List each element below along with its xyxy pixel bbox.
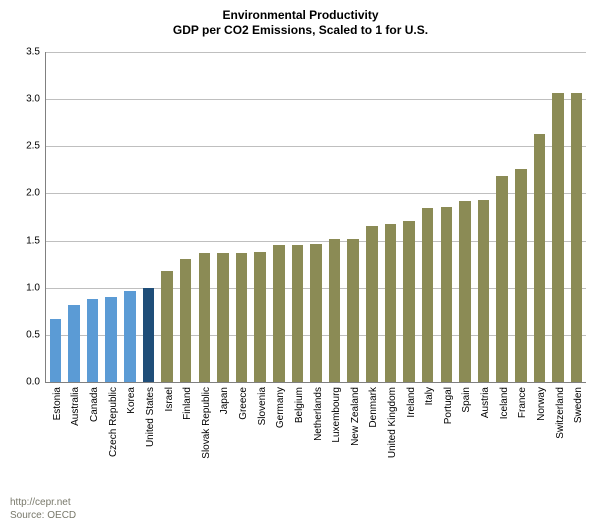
x-tick-label: United Kingdom — [387, 387, 398, 458]
bar — [571, 93, 583, 382]
bar — [50, 319, 62, 382]
title-line-1: Environmental Productivity — [0, 8, 601, 23]
x-tick-label: Greece — [238, 387, 249, 420]
bar — [273, 245, 285, 382]
x-tick-label: Portugal — [443, 387, 454, 424]
bar — [422, 208, 434, 382]
y-tick-label: 3.0 — [26, 94, 46, 105]
x-tick-label: Spain — [461, 387, 472, 413]
x-tick-label: Japan — [219, 387, 230, 414]
x-tick-label: Slovak Republic — [201, 387, 212, 459]
bar — [534, 134, 546, 382]
bar — [217, 253, 229, 382]
y-tick-label: 1.0 — [26, 282, 46, 293]
gridline — [46, 146, 586, 147]
x-tick-label: Sweden — [573, 387, 584, 423]
chart-footer: http://cepr.net Source: OECD — [10, 496, 76, 522]
x-tick-label: Denmark — [368, 387, 379, 428]
x-tick-label: New Zealand — [350, 387, 361, 446]
x-tick-label: Australia — [70, 387, 81, 426]
bar — [68, 305, 80, 382]
bar — [236, 253, 248, 382]
x-tick-label: Estonia — [52, 387, 63, 420]
y-tick-label: 2.0 — [26, 188, 46, 199]
x-tick-label: Canada — [89, 387, 100, 422]
bar — [310, 244, 322, 382]
bar — [347, 239, 359, 382]
bar — [478, 200, 490, 382]
y-tick-label: 0.5 — [26, 329, 46, 340]
y-tick-label: 3.5 — [26, 47, 46, 58]
footer-link: http://cepr.net — [10, 496, 76, 509]
bar — [87, 299, 99, 382]
x-tick-label: Czech Republic — [108, 387, 119, 457]
x-tick-label: Luxembourg — [331, 387, 342, 443]
x-tick-label: Slovenia — [257, 387, 268, 425]
x-tick-label: Switzerland — [555, 387, 566, 439]
bar — [552, 93, 564, 382]
bar — [366, 226, 378, 383]
bar — [143, 288, 155, 382]
bar — [254, 252, 266, 382]
y-tick-label: 2.5 — [26, 141, 46, 152]
x-tick-label: United States — [145, 387, 156, 447]
bar — [124, 291, 136, 382]
x-tick-label: Korea — [126, 387, 137, 414]
bar — [329, 239, 341, 382]
bar — [515, 169, 527, 382]
x-tick-label: Ireland — [406, 387, 417, 418]
bar — [180, 259, 192, 383]
gridline — [46, 99, 586, 100]
bar — [403, 221, 415, 382]
bar — [441, 207, 453, 382]
bar — [161, 271, 173, 382]
bar — [199, 253, 211, 382]
bar — [496, 176, 508, 382]
x-tick-label: Italy — [424, 387, 435, 405]
x-tick-label: Germany — [275, 387, 286, 428]
bar — [459, 201, 471, 382]
gridline — [46, 52, 586, 53]
plot-area: 0.00.51.01.52.02.53.03.5EstoniaAustralia… — [45, 52, 586, 383]
y-tick-label: 1.5 — [26, 235, 46, 246]
x-tick-label: Austria — [480, 387, 491, 418]
chart-title: Environmental Productivity GDP per CO2 E… — [0, 8, 601, 38]
x-tick-label: France — [517, 387, 528, 418]
chart-container: Environmental Productivity GDP per CO2 E… — [0, 0, 601, 526]
x-tick-label: Norway — [536, 387, 547, 421]
title-line-2: GDP per CO2 Emissions, Scaled to 1 for U… — [0, 23, 601, 38]
footer-source: Source: OECD — [10, 509, 76, 522]
x-tick-label: Netherlands — [313, 387, 324, 441]
bar — [385, 224, 397, 382]
bar — [292, 245, 304, 382]
x-tick-label: Iceland — [499, 387, 510, 419]
x-tick-label: Israel — [164, 387, 175, 411]
y-tick-label: 0.0 — [26, 377, 46, 388]
x-tick-label: Belgium — [294, 387, 305, 423]
bar — [105, 297, 117, 382]
x-tick-label: Finland — [182, 387, 193, 420]
